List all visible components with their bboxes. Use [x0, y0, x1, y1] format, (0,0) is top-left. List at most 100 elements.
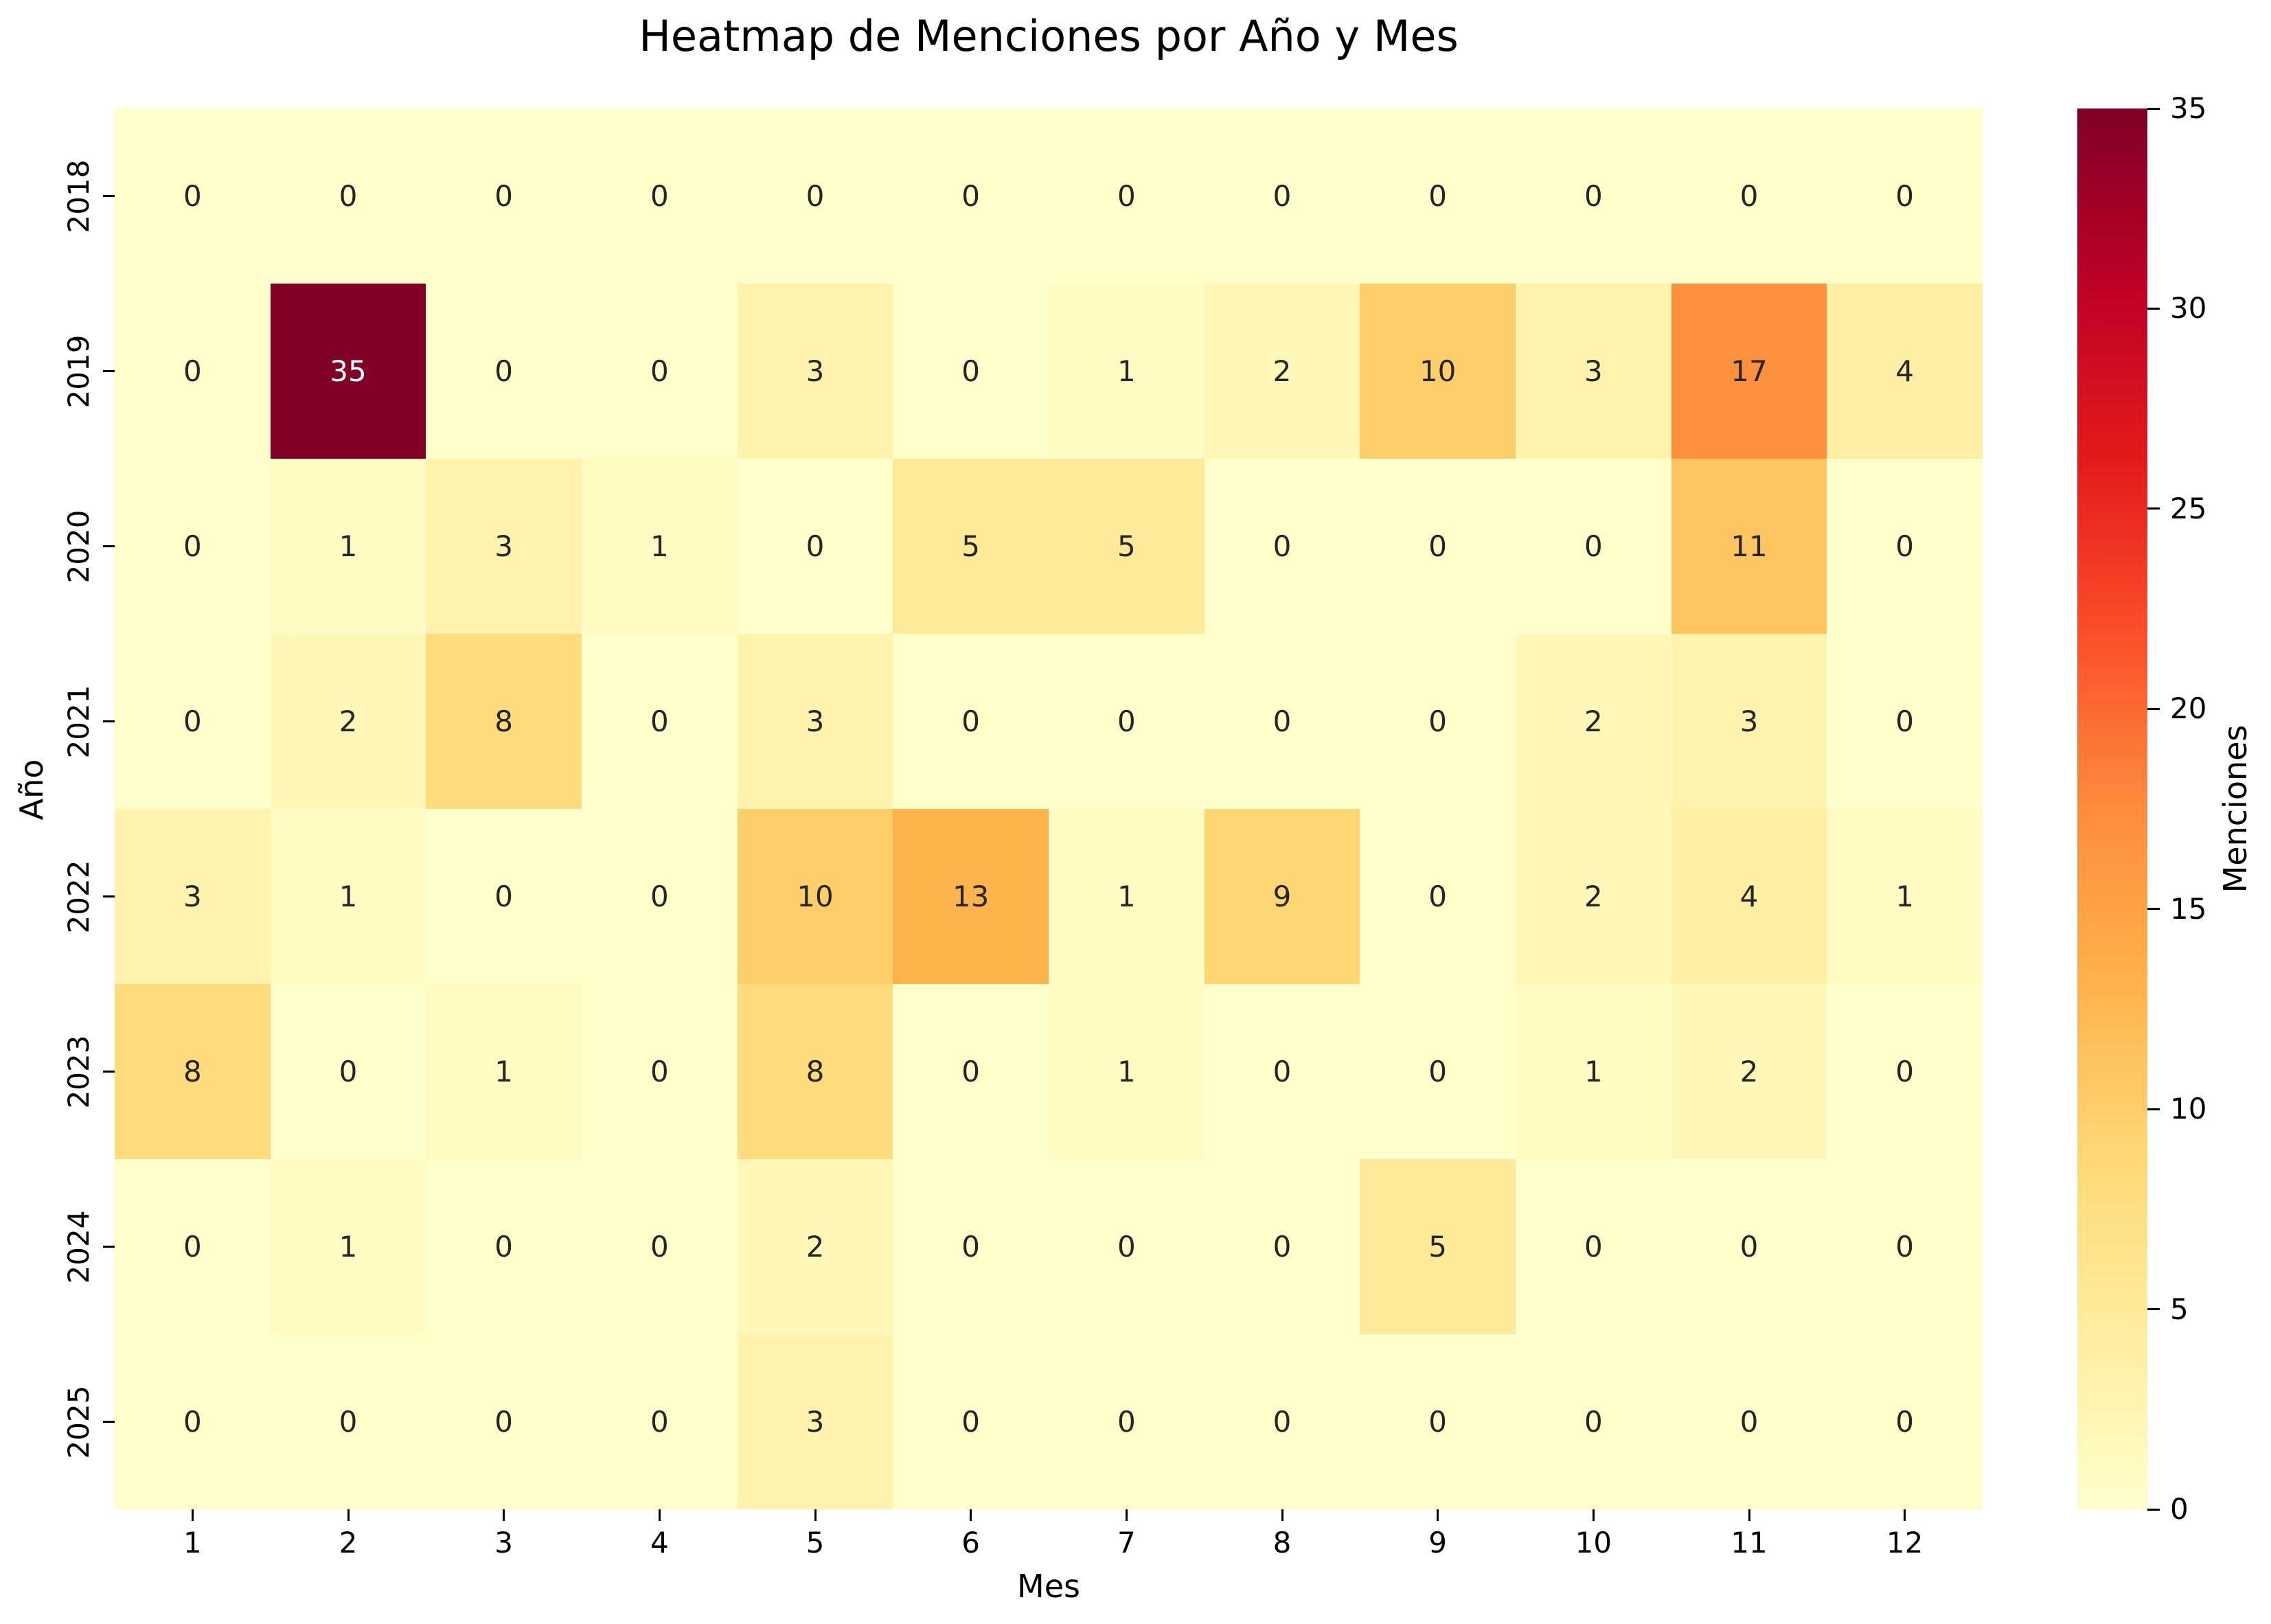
heatmap-cell: 3 — [737, 1334, 893, 1509]
heatmap-cell: 0 — [1204, 1159, 1360, 1334]
y-tick-mark — [103, 720, 115, 722]
heatmap-cell: 0 — [893, 108, 1049, 284]
cell-value: 3 — [806, 354, 825, 388]
heatmap-cell: 1 — [1049, 284, 1205, 459]
heatmap-cell: 3 — [737, 284, 893, 459]
cell-value: 1 — [339, 879, 358, 913]
heatmap-cell: 0 — [1360, 459, 1516, 634]
x-tick-label: 3 — [494, 1526, 514, 1559]
heatmap-cell: 1 — [1049, 809, 1205, 984]
cell-value: 0 — [1273, 529, 1292, 563]
heatmap-cell: 5 — [1360, 1159, 1516, 1334]
heatmap-cell: 0 — [893, 634, 1049, 809]
heatmap-cell: 0 — [426, 1334, 582, 1509]
y-tick-mark — [103, 195, 115, 197]
heatmap-cell: 0 — [1827, 984, 1983, 1159]
cell-value: 1 — [1895, 879, 1915, 913]
cell-value: 0 — [1117, 704, 1136, 738]
cell-value: 0 — [1117, 1229, 1136, 1263]
heatmap-cell: 0 — [1049, 108, 1205, 284]
cell-value: 0 — [494, 354, 514, 388]
heatmap-cell: 0 — [1827, 108, 1983, 284]
y-tick-label: 2020 — [61, 510, 95, 583]
heatmap-cell: 0 — [1827, 1159, 1983, 1334]
heatmap-cell: 0 — [1049, 634, 1205, 809]
cell-value: 17 — [1731, 354, 1768, 388]
heatmap-cell: 17 — [1671, 284, 1827, 459]
cell-value: 0 — [961, 179, 981, 213]
x-tick-label: 11 — [1731, 1526, 1768, 1559]
x-tick-mark — [1592, 1509, 1595, 1521]
cell-value: 0 — [650, 704, 669, 738]
cell-value: 0 — [183, 1404, 202, 1439]
heatmap-cell: 13 — [893, 809, 1049, 984]
cell-value: 0 — [650, 179, 669, 213]
cell-value: 0 — [961, 704, 981, 738]
heatmap-cell: 1 — [1049, 984, 1205, 1159]
heatmap-cell: 10 — [737, 809, 893, 984]
cell-value: 11 — [1731, 529, 1768, 563]
cell-value: 0 — [1273, 1229, 1292, 1263]
heatmap-cell: 5 — [1049, 459, 1205, 634]
heatmap-cell: 0 — [1516, 459, 1671, 634]
heatmap-cell: 0 — [582, 634, 738, 809]
heatmap-cell: 8 — [426, 634, 582, 809]
x-tick-mark — [1281, 1509, 1283, 1521]
cell-value: 0 — [1273, 1404, 1292, 1439]
cell-value: 0 — [494, 879, 514, 913]
heatmap-cell: 0 — [426, 809, 582, 984]
x-tick-label: 2 — [339, 1526, 358, 1559]
cell-value: 5 — [961, 529, 981, 563]
cell-value: 10 — [797, 879, 834, 913]
heatmap-cell: 2 — [270, 634, 426, 809]
cell-value: 4 — [1739, 879, 1759, 913]
y-tick-mark — [103, 545, 115, 547]
y-tick-label: 2022 — [61, 860, 95, 933]
cell-value: 3 — [806, 1404, 825, 1439]
colorbar-tick-mark — [2147, 507, 2160, 510]
colorbar-label: Menciones — [2217, 724, 2254, 893]
x-tick-label: 1 — [183, 1526, 202, 1559]
cell-value: 0 — [183, 529, 202, 563]
colorbar-tick-label: 5 — [2170, 1292, 2189, 1326]
heatmap-cell: 0 — [115, 1159, 271, 1334]
x-tick-label: 7 — [1117, 1526, 1136, 1559]
cell-value: 0 — [1117, 1404, 1136, 1439]
colorbar-tick-label: 10 — [2170, 1092, 2207, 1126]
x-tick-mark — [191, 1509, 194, 1521]
cell-value: 0 — [339, 179, 358, 213]
heatmap-cell: 0 — [1360, 809, 1516, 984]
y-tick-mark — [103, 370, 115, 372]
cell-value: 0 — [1584, 1404, 1603, 1439]
x-axis-label: Mes — [1017, 1568, 1080, 1605]
cell-value: 0 — [961, 1404, 981, 1439]
heatmap-cell: 4 — [1827, 284, 1983, 459]
cell-value: 0 — [1895, 529, 1915, 563]
x-tick-label: 12 — [1886, 1526, 1924, 1559]
cell-value: 0 — [1739, 1229, 1759, 1263]
cell-value: 0 — [1428, 704, 1448, 738]
cell-value: 0 — [1273, 1054, 1292, 1088]
cell-value: 0 — [494, 1404, 514, 1439]
cell-value: 10 — [1419, 354, 1457, 388]
cell-value: 2 — [1584, 704, 1603, 738]
chart-title: Heatmap de Menciones por Año y Mes — [639, 11, 1459, 61]
x-tick-mark — [503, 1509, 505, 1521]
x-tick-mark — [1748, 1509, 1750, 1521]
cell-value: 0 — [1895, 1229, 1915, 1263]
heatmap-cell: 0 — [115, 108, 271, 284]
heatmap-cell: 0 — [115, 284, 271, 459]
heatmap-cell: 0 — [1671, 1159, 1827, 1334]
y-tick-label: 2021 — [61, 685, 95, 758]
cell-value: 0 — [1895, 179, 1915, 213]
colorbar-tick-mark — [2147, 1508, 2160, 1511]
heatmap-cell: 1 — [1516, 984, 1671, 1159]
cell-value: 5 — [1117, 529, 1136, 563]
heatmap-cell: 0 — [582, 1159, 738, 1334]
heatmap-cell: 0 — [893, 984, 1049, 1159]
cell-value: 8 — [806, 1054, 825, 1088]
heatmap-cell: 2 — [1671, 984, 1827, 1159]
cell-value: 0 — [1895, 1054, 1915, 1088]
colorbar-tick-mark — [2147, 908, 2160, 911]
